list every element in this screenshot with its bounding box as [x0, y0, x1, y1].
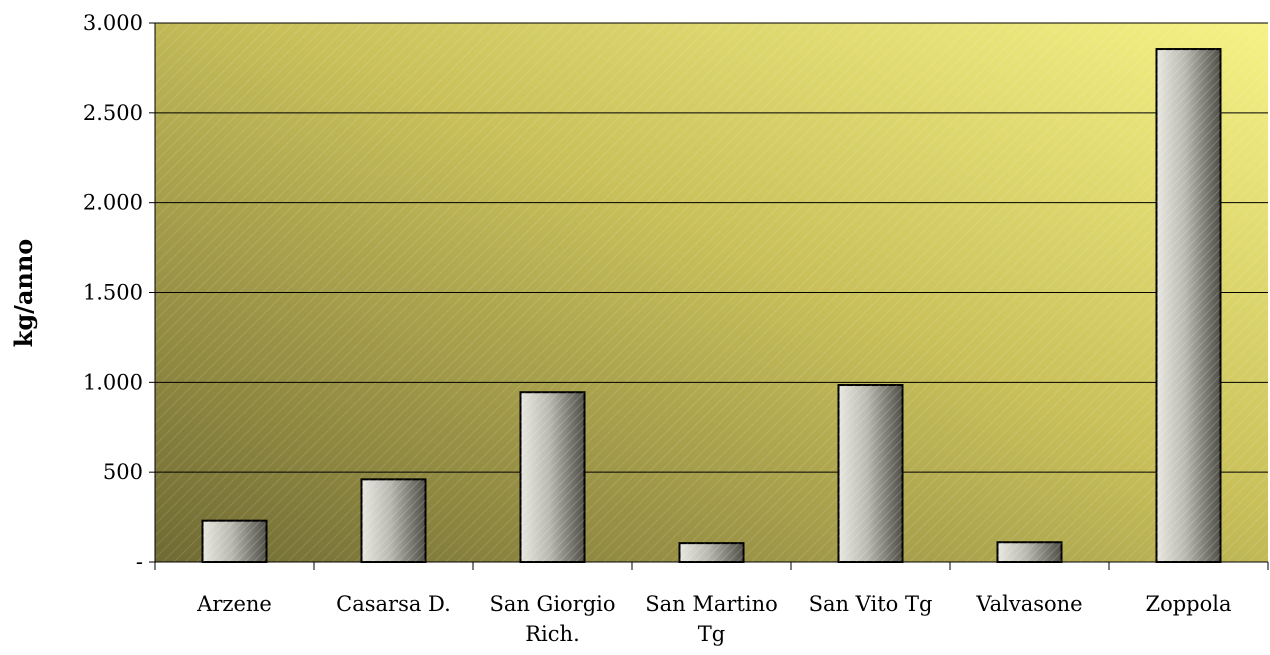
x-tick-label-line: Casarsa D.: [336, 592, 451, 616]
bar-texture: [202, 520, 267, 562]
x-tick-label: San Martino Tg: [645, 592, 778, 646]
x-tick-label: Casarsa D.: [336, 592, 451, 616]
y-tick-label: 2.000: [83, 191, 143, 215]
x-tick-label-line: San Giorgio: [489, 592, 615, 616]
bar-texture: [520, 392, 585, 562]
x-tick-label: San Giorgio Rich.: [489, 592, 615, 646]
y-tick-labels: - 500 1.000 1.500 2.000 2.500 3.000: [83, 11, 143, 574]
x-tick-label-line: Tg: [698, 622, 725, 646]
y-tick-label: 1.500: [83, 281, 143, 305]
y-axis-title: kg/anno: [9, 239, 38, 348]
y-tick-label: -: [136, 550, 143, 574]
x-tick-label-line: Valvasone: [975, 592, 1082, 616]
bar-texture: [1156, 49, 1221, 563]
axes: [149, 22, 1269, 570]
gridlines: [155, 22, 1268, 473]
x-tick-label-line: San Vito Tg: [809, 592, 933, 616]
x-tick-label-line: Rich.: [525, 622, 580, 646]
x-tick-label: Arzene: [196, 592, 272, 616]
y-tick-label: 2.500: [83, 101, 143, 125]
y-tick-label: 3.000: [83, 11, 143, 35]
x-tick-label: San Vito Tg: [809, 592, 933, 616]
x-tick-label-line: Zoppola: [1146, 592, 1232, 616]
x-tick-label: Zoppola: [1146, 592, 1232, 616]
bar-texture: [679, 543, 744, 562]
x-tick-label-line: Arzene: [196, 592, 272, 616]
x-tick-labels: Arzene Casarsa D. San Giorgio Rich. San Mart…: [196, 592, 1231, 646]
bar-texture: [361, 479, 426, 562]
bar-texture: [997, 542, 1062, 562]
y-tick-label: 1.000: [83, 370, 143, 394]
x-tick-label: Valvasone: [975, 592, 1082, 616]
bar-texture: [838, 385, 903, 562]
y-tick-label: 500: [103, 460, 143, 484]
x-tick-label-line: San Martino: [645, 592, 778, 616]
bars: [201, 48, 1222, 564]
